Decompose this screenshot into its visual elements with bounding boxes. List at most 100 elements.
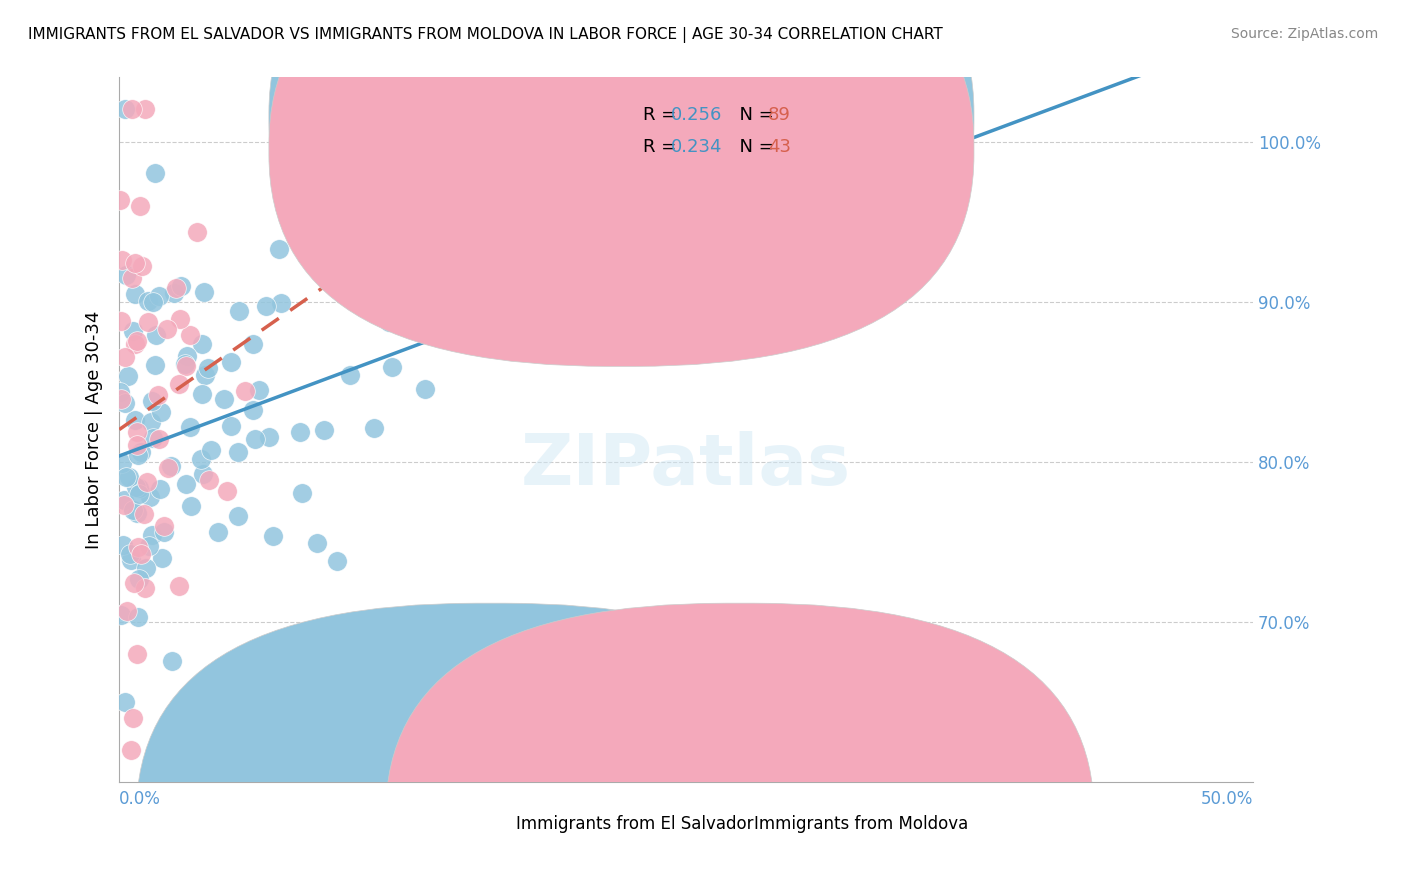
Immigrants from Moldova — [136, 475, 159, 490]
Text: 0.234: 0.234 — [671, 137, 723, 155]
Immigrants from Moldova — [186, 225, 208, 239]
Immigrants from El Salvador — [191, 387, 214, 401]
Immigrants from Moldova — [157, 460, 180, 475]
Text: ZIPatlas: ZIPatlas — [522, 431, 851, 500]
Immigrants from Moldova — [124, 337, 146, 351]
Immigrants from Moldova — [121, 103, 143, 117]
Immigrants from Moldova — [148, 432, 170, 446]
Immigrants from Moldova — [167, 578, 190, 592]
Immigrants from El Salvador — [142, 431, 165, 445]
Immigrants from Moldova — [129, 547, 152, 561]
Immigrants from El Salvador — [242, 403, 264, 417]
Immigrants from El Salvador — [190, 452, 212, 467]
Text: R =: R = — [643, 137, 682, 155]
Text: 0.256: 0.256 — [671, 106, 723, 124]
Immigrants from Moldova — [110, 392, 132, 406]
Immigrants from Moldova — [112, 498, 135, 512]
Y-axis label: In Labor Force | Age 30-34: In Labor Force | Age 30-34 — [86, 310, 103, 549]
Immigrants from El Salvador — [243, 432, 266, 446]
Text: 89: 89 — [768, 106, 790, 124]
Immigrants from Moldova — [120, 743, 142, 757]
Immigrants from El Salvador — [226, 509, 249, 524]
Immigrants from Moldova — [114, 350, 136, 364]
Immigrants from El Salvador — [117, 368, 139, 383]
Immigrants from El Salvador — [124, 413, 146, 427]
Text: N =: N = — [728, 106, 779, 124]
Immigrants from Moldova — [127, 438, 149, 452]
FancyBboxPatch shape — [269, 0, 974, 367]
Immigrants from Moldova — [115, 604, 138, 618]
Immigrants from Moldova — [179, 327, 201, 342]
Immigrants from El Salvador — [127, 448, 149, 462]
Immigrants from Moldova — [156, 321, 179, 335]
Immigrants from El Salvador — [153, 525, 176, 540]
Immigrants from El Salvador — [122, 325, 145, 339]
Immigrants from Moldova — [127, 647, 149, 661]
Immigrants from El Salvador — [148, 289, 170, 303]
Text: R =: R = — [643, 106, 682, 124]
Immigrants from Moldova — [122, 576, 145, 591]
Immigrants from El Salvador — [363, 421, 385, 435]
Immigrants from Moldova — [153, 519, 176, 533]
Immigrants from El Salvador — [257, 429, 280, 443]
Immigrants from El Salvador — [111, 456, 134, 470]
Immigrants from El Salvador — [378, 315, 401, 329]
Immigrants from Moldova — [122, 711, 145, 725]
Immigrants from El Salvador — [114, 396, 136, 410]
Immigrants from El Salvador — [228, 304, 250, 318]
Immigrants from El Salvador — [122, 503, 145, 517]
Immigrants from El Salvador — [288, 425, 311, 440]
Immigrants from El Salvador — [191, 467, 214, 481]
Immigrants from El Salvador — [127, 506, 149, 520]
Immigrants from El Salvador — [145, 328, 167, 343]
Immigrants from El Salvador — [127, 610, 149, 624]
Immigrants from El Salvador — [381, 359, 404, 374]
Immigrants from El Salvador — [270, 295, 292, 310]
Immigrants from El Salvador — [501, 211, 523, 226]
Immigrants from El Salvador — [135, 561, 157, 575]
FancyBboxPatch shape — [592, 95, 865, 183]
Immigrants from El Salvador — [114, 695, 136, 709]
Immigrants from El Salvador — [112, 538, 135, 552]
Immigrants from El Salvador — [108, 384, 131, 399]
Immigrants from El Salvador — [149, 405, 172, 419]
Immigrants from El Salvador — [138, 539, 160, 553]
Immigrants from El Salvador — [207, 525, 229, 540]
Text: 50.0%: 50.0% — [1201, 790, 1253, 808]
Immigrants from El Salvador — [112, 493, 135, 508]
Immigrants from El Salvador — [128, 572, 150, 586]
Immigrants from El Salvador — [148, 482, 170, 496]
Immigrants from El Salvador — [143, 358, 166, 372]
Immigrants from El Salvador — [191, 337, 214, 351]
Immigrants from Moldova — [110, 193, 132, 207]
FancyBboxPatch shape — [269, 0, 974, 334]
Text: 43: 43 — [768, 137, 790, 155]
Immigrants from Moldova — [129, 199, 152, 213]
Immigrants from El Salvador — [176, 349, 198, 363]
Immigrants from El Salvador — [142, 294, 165, 309]
Text: N =: N = — [728, 137, 779, 155]
Immigrants from Moldova — [198, 473, 221, 487]
Immigrants from El Salvador — [114, 103, 136, 117]
Immigrants from El Salvador — [128, 487, 150, 501]
Immigrants from Moldova — [235, 384, 257, 398]
Immigrants from Moldova — [146, 388, 169, 402]
Text: Immigrants from El Salvador: Immigrants from El Salvador — [516, 815, 754, 833]
Immigrants from El Salvador — [212, 392, 235, 407]
Immigrants from El Salvador — [413, 382, 436, 396]
Immigrants from El Salvador — [136, 294, 159, 309]
Immigrants from El Salvador — [110, 608, 132, 623]
Immigrants from El Salvador — [124, 287, 146, 301]
Immigrants from El Salvador — [120, 547, 142, 561]
Immigrants from El Salvador — [291, 485, 314, 500]
Immigrants from Moldova — [174, 359, 197, 373]
Immigrants from El Salvador — [141, 528, 163, 542]
Immigrants from El Salvador — [426, 221, 449, 235]
Immigrants from El Salvador — [125, 480, 148, 494]
Immigrants from Moldova — [125, 425, 148, 440]
Immigrants from El Salvador — [143, 166, 166, 180]
Immigrants from El Salvador — [129, 445, 152, 459]
Immigrants from El Salvador — [170, 279, 193, 293]
Immigrants from El Salvador — [139, 416, 162, 430]
Immigrants from El Salvador — [163, 285, 186, 300]
